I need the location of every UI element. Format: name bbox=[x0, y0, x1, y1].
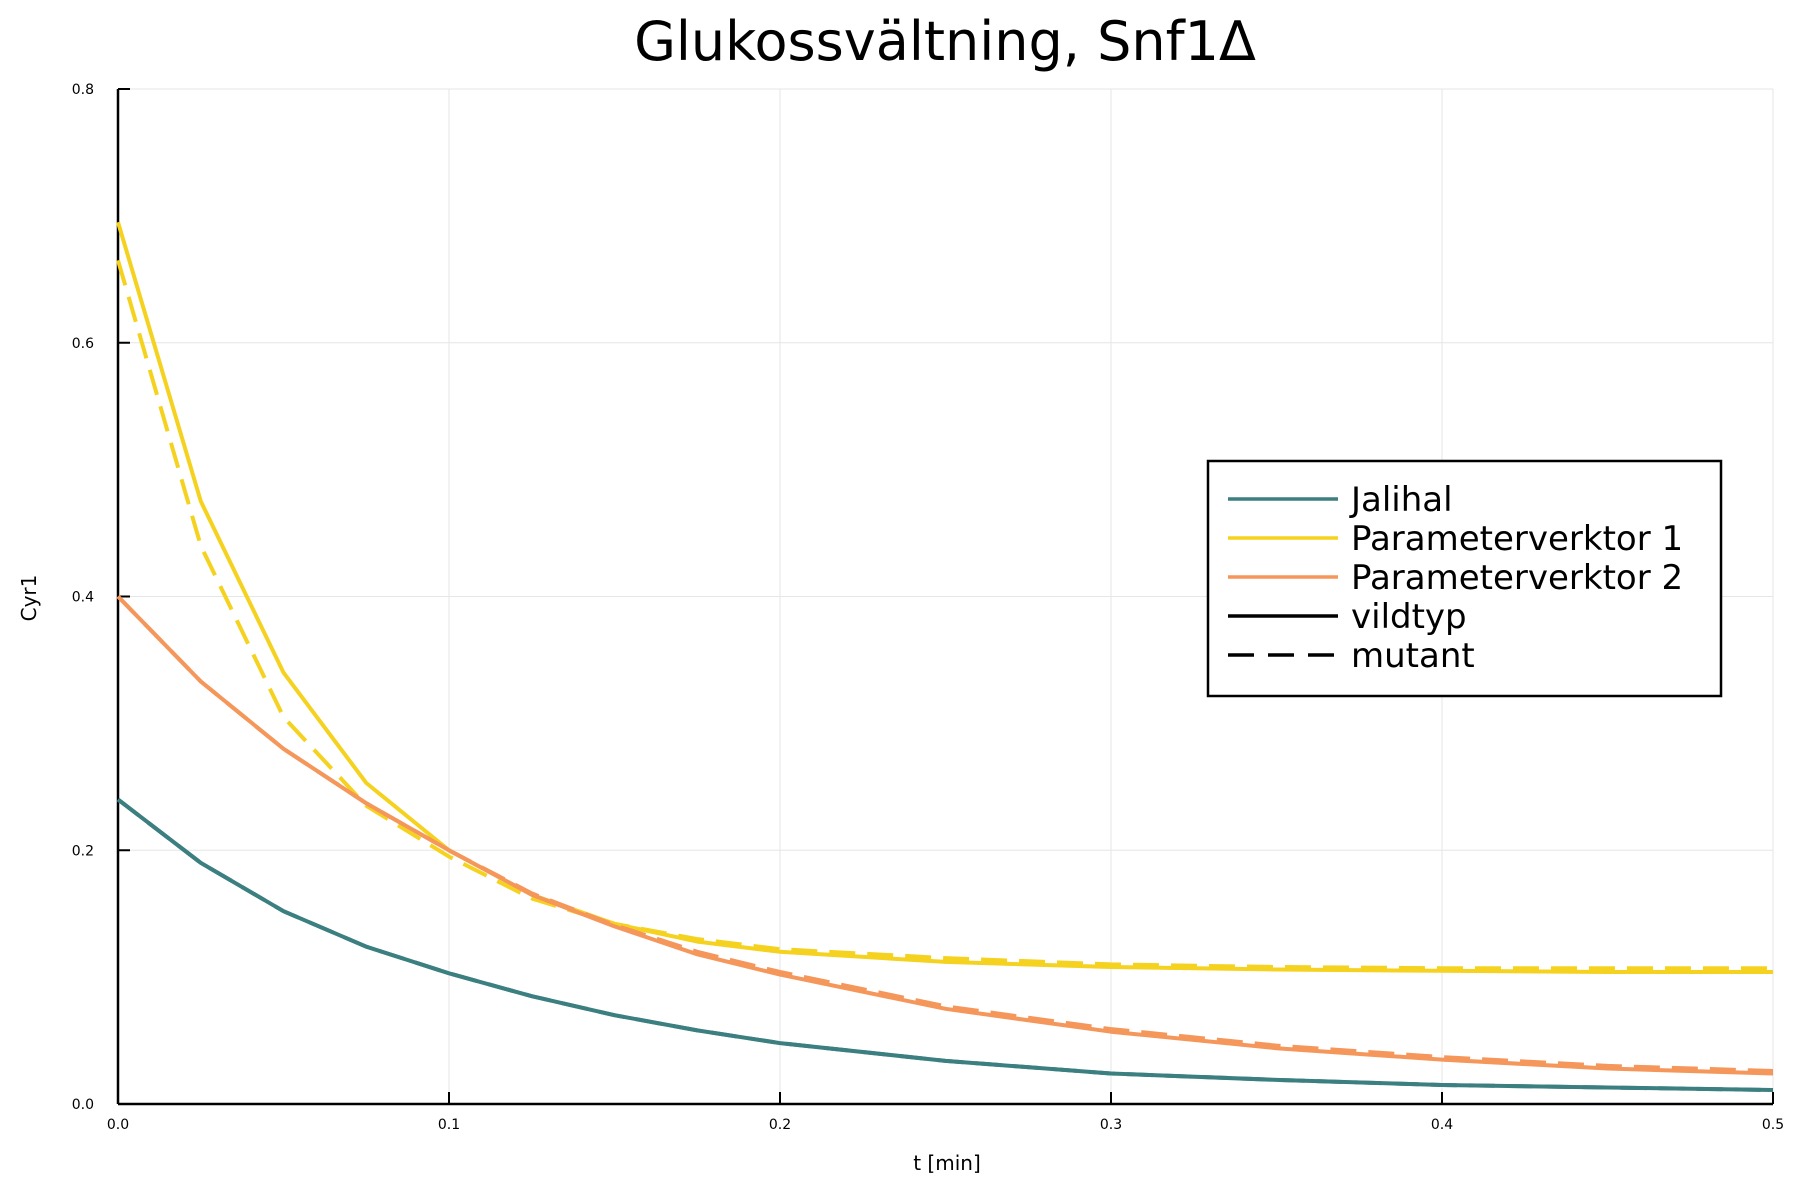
series-line-1-dashed bbox=[116, 797, 1774, 1092]
legend-label-4: mutant bbox=[1351, 636, 1475, 676]
x-tick-label: 0.4 bbox=[1431, 1117, 1453, 1133]
x-tick-label: 0.1 bbox=[438, 1117, 460, 1133]
series-group bbox=[116, 221, 1774, 1092]
legend-label-3: vildtyp bbox=[1351, 597, 1467, 637]
chart-title: Glukossvältning, Snf1Δ bbox=[634, 10, 1256, 73]
x-tick-label: 0.3 bbox=[1100, 1117, 1122, 1133]
series-line-4-solid bbox=[116, 595, 1774, 1076]
x-tick-label: 0.0 bbox=[107, 1117, 129, 1133]
tick-labels: 0.0 0.1 0.2 0.3 0.4 0.5 0.0 0.2 0.4 0.6 0.8 bbox=[72, 82, 1784, 1133]
y-tick-label: 0.0 bbox=[72, 1097, 94, 1113]
x-tick-label: 0.5 bbox=[1762, 1117, 1784, 1133]
legend-label-1: Parameterverktor 1 bbox=[1351, 519, 1683, 559]
y-tick-label: 0.2 bbox=[72, 843, 94, 859]
series-line-3-dashed bbox=[116, 259, 1773, 971]
legend-label-0: Jalihal bbox=[1349, 480, 1453, 520]
x-tick-label: 0.2 bbox=[769, 1117, 791, 1133]
y-tick-label: 0.8 bbox=[72, 82, 94, 98]
y-tick-label: 0.4 bbox=[72, 590, 94, 606]
series-line-5-dashed bbox=[116, 595, 1774, 1073]
series-line-2-solid bbox=[116, 221, 1773, 974]
y-tick-label: 0.6 bbox=[72, 336, 94, 352]
y-axis-label: Cyr1 bbox=[17, 575, 41, 622]
legend-label-2: Parameterverktor 2 bbox=[1351, 558, 1683, 598]
x-axis-label: t [min] bbox=[913, 1151, 981, 1175]
